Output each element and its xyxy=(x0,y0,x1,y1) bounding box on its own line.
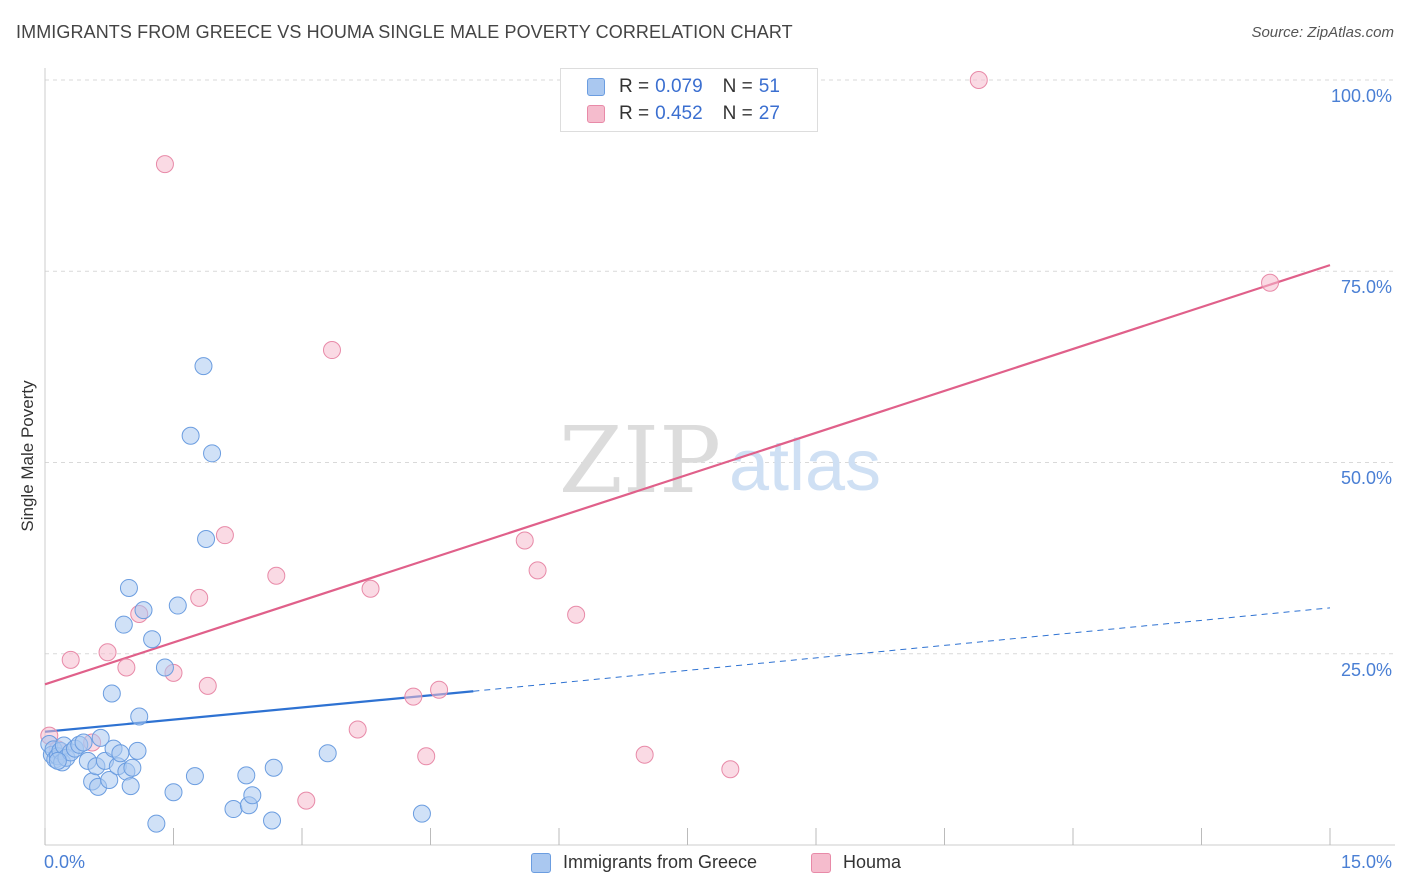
gridlines xyxy=(45,79,1395,655)
legend-r-label: R = xyxy=(619,103,650,124)
watermark: ZIP atlas xyxy=(559,407,881,514)
houma-point xyxy=(98,643,117,662)
houma-point xyxy=(969,71,988,89)
y-tick-label-50: 50.0% xyxy=(1340,468,1392,488)
greece-point xyxy=(143,630,162,649)
greece-point xyxy=(134,601,153,620)
watermark-zip: ZIP xyxy=(559,407,721,514)
houma-point xyxy=(635,745,654,764)
legend-n-label: N = xyxy=(722,103,753,124)
greece-point xyxy=(91,728,110,747)
greece-point xyxy=(224,800,243,819)
houma-point xyxy=(430,680,449,699)
greece-point xyxy=(168,596,187,615)
greece-point xyxy=(263,811,282,830)
houma-point xyxy=(567,605,586,624)
houma-point xyxy=(515,531,534,550)
greece-point xyxy=(114,615,133,634)
houma-point xyxy=(528,561,547,580)
legend-n-value: 51 xyxy=(758,76,780,97)
greece-point xyxy=(243,786,262,805)
data-points xyxy=(40,71,1280,833)
legend-n-label: N = xyxy=(722,76,753,97)
greece-point xyxy=(100,770,119,789)
y-tick-label-100: 100.0% xyxy=(1330,86,1392,106)
greece-point xyxy=(181,426,200,445)
houma-point xyxy=(61,650,80,669)
houma-point xyxy=(1261,273,1280,292)
houma-point xyxy=(348,720,367,739)
greece-point xyxy=(264,758,283,777)
houma-point xyxy=(417,747,436,766)
greece-point xyxy=(194,357,213,376)
bottom-legend-greece: Immigrants from Greece xyxy=(531,852,757,873)
bottom-legend-swatch-blue xyxy=(531,852,551,873)
x-tick-label-min: 0.0% xyxy=(44,852,86,872)
greece-point xyxy=(318,744,337,763)
watermark-atlas: atlas xyxy=(729,426,881,506)
houma-point xyxy=(361,579,380,598)
legend-n-value: 27 xyxy=(758,103,780,124)
greece-point xyxy=(237,766,256,785)
greece-point xyxy=(185,767,204,786)
houma-point xyxy=(117,658,136,677)
legend-r-label: R = xyxy=(619,76,650,97)
greece-point xyxy=(155,658,174,677)
houma-point xyxy=(322,341,341,360)
houma-point xyxy=(404,687,423,706)
greece-point xyxy=(147,814,166,833)
greece-point xyxy=(111,744,130,763)
greece-trend-line xyxy=(44,690,474,733)
legend-swatch-blue xyxy=(587,78,605,96)
greece-point xyxy=(412,804,431,823)
source-label: Source: ZipAtlas.com xyxy=(1251,24,1394,41)
greece-point xyxy=(164,783,183,802)
legend-swatch-pink xyxy=(587,105,605,123)
houma-point xyxy=(198,676,217,695)
greece-point xyxy=(203,444,222,463)
houma-trend-line xyxy=(44,264,1331,686)
greece-trend-line-extension xyxy=(473,607,1331,692)
legend-r-value: 0.079 xyxy=(655,76,703,97)
houma-point xyxy=(267,566,286,585)
greece-point xyxy=(121,777,140,796)
x-tick-label-max: 15.0% xyxy=(1340,852,1392,872)
greece-point xyxy=(74,733,93,752)
stats-legend: R = 0.079 N = 51 R = 0.452 N = 27 xyxy=(560,68,818,132)
houma-point xyxy=(721,760,740,779)
greece-point xyxy=(130,707,149,726)
axes xyxy=(44,68,1395,846)
trend-lines xyxy=(44,264,1331,733)
greece-point xyxy=(48,751,67,770)
houma-point xyxy=(297,791,316,810)
greece-point xyxy=(197,530,216,548)
bottom-legend-houma: Houma xyxy=(811,852,901,873)
bottom-legend-label-greece: Immigrants from Greece xyxy=(563,852,758,872)
bottom-legend-swatch-pink xyxy=(811,852,831,873)
y-axis-title: Single Male Poverty xyxy=(18,380,37,532)
y-tick-label-75: 75.0% xyxy=(1340,277,1392,297)
greece-point xyxy=(128,741,147,760)
greece-point xyxy=(102,684,121,703)
houma-point xyxy=(190,588,209,607)
legend-row-greece: R = 0.079 N = 51 xyxy=(587,75,780,99)
greece-point xyxy=(119,578,138,597)
chart-title: IMMIGRANTS FROM GREECE VS HOUMA SINGLE M… xyxy=(16,22,793,42)
y-tick-label-25: 25.0% xyxy=(1340,660,1392,680)
greece-point xyxy=(123,758,142,777)
legend-r-value: 0.452 xyxy=(655,103,703,124)
legend-row-houma: R = 0.452 N = 27 xyxy=(587,102,780,126)
houma-point xyxy=(155,155,174,174)
houma-point xyxy=(215,526,234,545)
bottom-legend-label-houma: Houma xyxy=(843,852,902,872)
